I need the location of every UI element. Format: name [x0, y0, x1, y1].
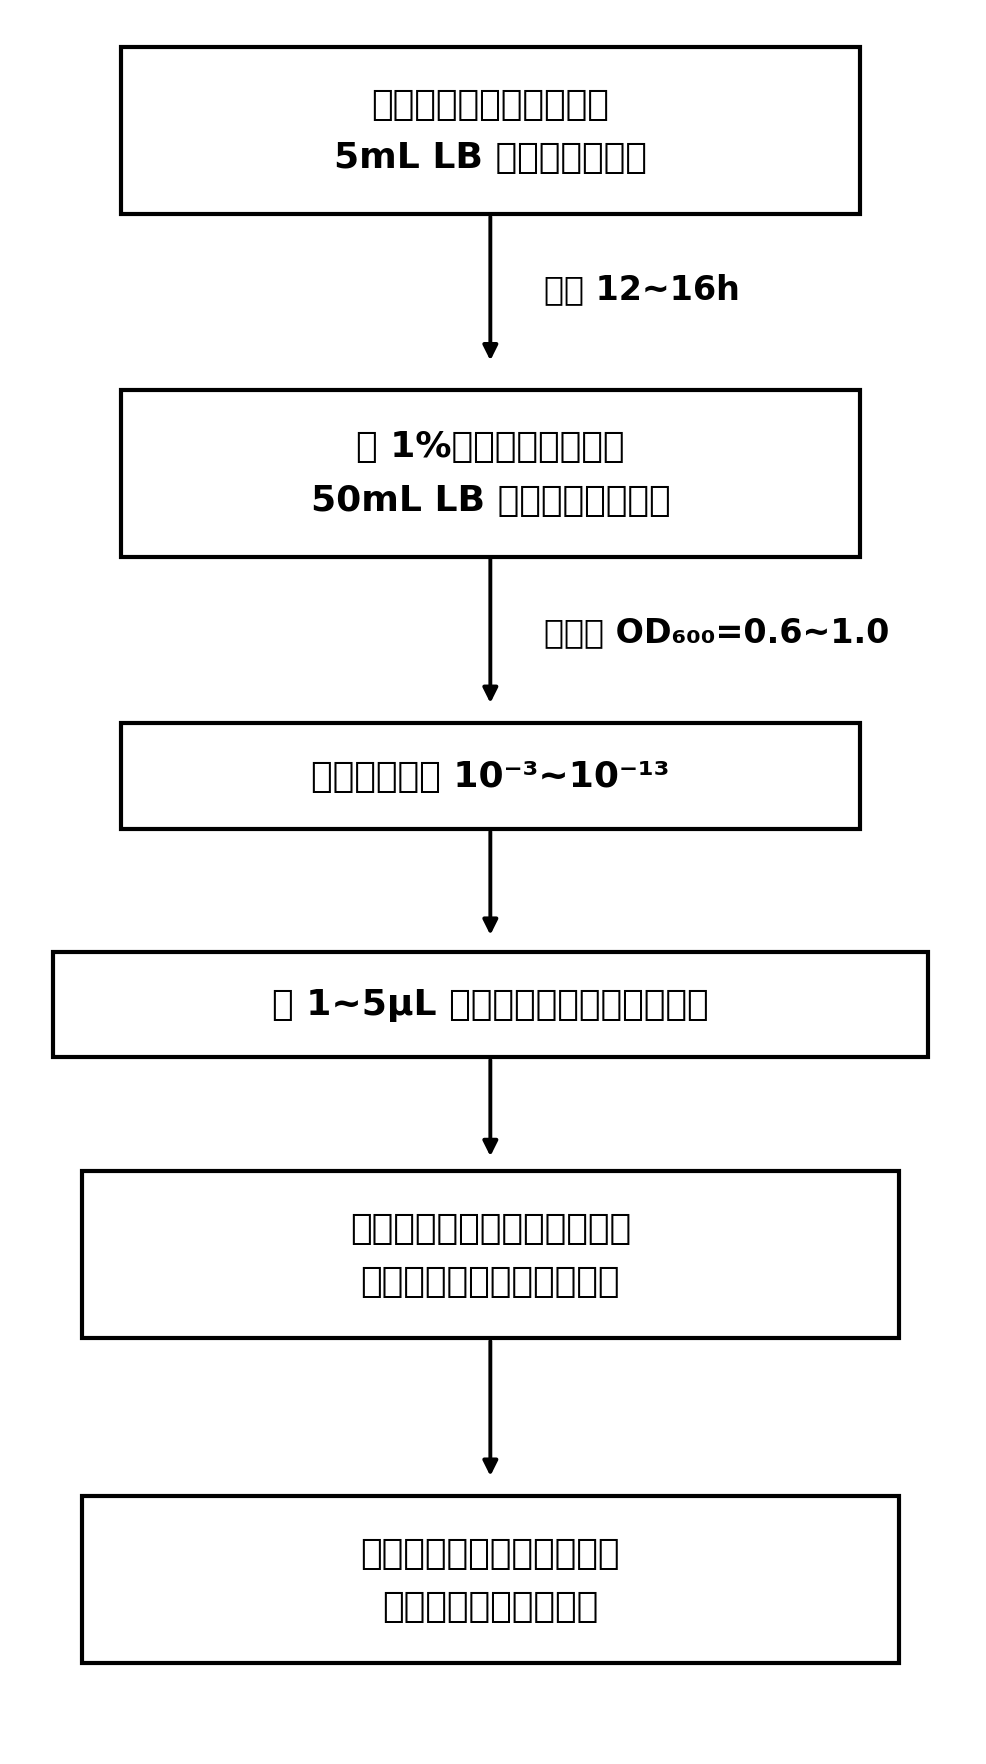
- Text: 50mL LB 培养基的锥形瓶中: 50mL LB 培养基的锥形瓶中: [311, 483, 670, 517]
- Text: 选择细菌生长缓慢，菌落数量: 选择细菌生长缓慢，菌落数量: [350, 1212, 631, 1245]
- Text: 将 1~5μL 稀释菌液滴加在羽毛粉平板: 将 1~5μL 稀释菌液滴加在羽毛粉平板: [272, 988, 709, 1021]
- Text: 将保种的突变体重复以上操: 将保种的突变体重复以上操: [361, 1536, 620, 1570]
- Text: 转化子单菌落接种于含有: 转化子单菌落接种于含有: [372, 88, 609, 122]
- Text: 培养 12~16h: 培养 12~16h: [544, 273, 740, 305]
- FancyBboxPatch shape: [121, 48, 860, 215]
- FancyBboxPatch shape: [121, 723, 860, 829]
- Text: 将菌液稀释到 10⁻³~10⁻¹³: 将菌液稀释到 10⁻³~10⁻¹³: [312, 760, 669, 794]
- Text: 按 1%的比例接种于含有: 按 1%的比例接种于含有: [356, 430, 624, 464]
- FancyBboxPatch shape: [82, 1496, 898, 1663]
- Text: 5mL LB 培养基的试管中: 5mL LB 培养基的试管中: [334, 141, 647, 175]
- FancyBboxPatch shape: [121, 390, 860, 557]
- Text: 作，与初筛结果做对比: 作，与初筛结果做对比: [383, 1589, 599, 1623]
- FancyBboxPatch shape: [53, 953, 928, 1058]
- Text: 培养至 OD₆₀₀=0.6~1.0: 培养至 OD₆₀₀=0.6~1.0: [544, 616, 889, 649]
- FancyBboxPatch shape: [82, 1171, 898, 1339]
- Text: 少的突变体，并标记，保种: 少的突变体，并标记，保种: [361, 1265, 620, 1298]
